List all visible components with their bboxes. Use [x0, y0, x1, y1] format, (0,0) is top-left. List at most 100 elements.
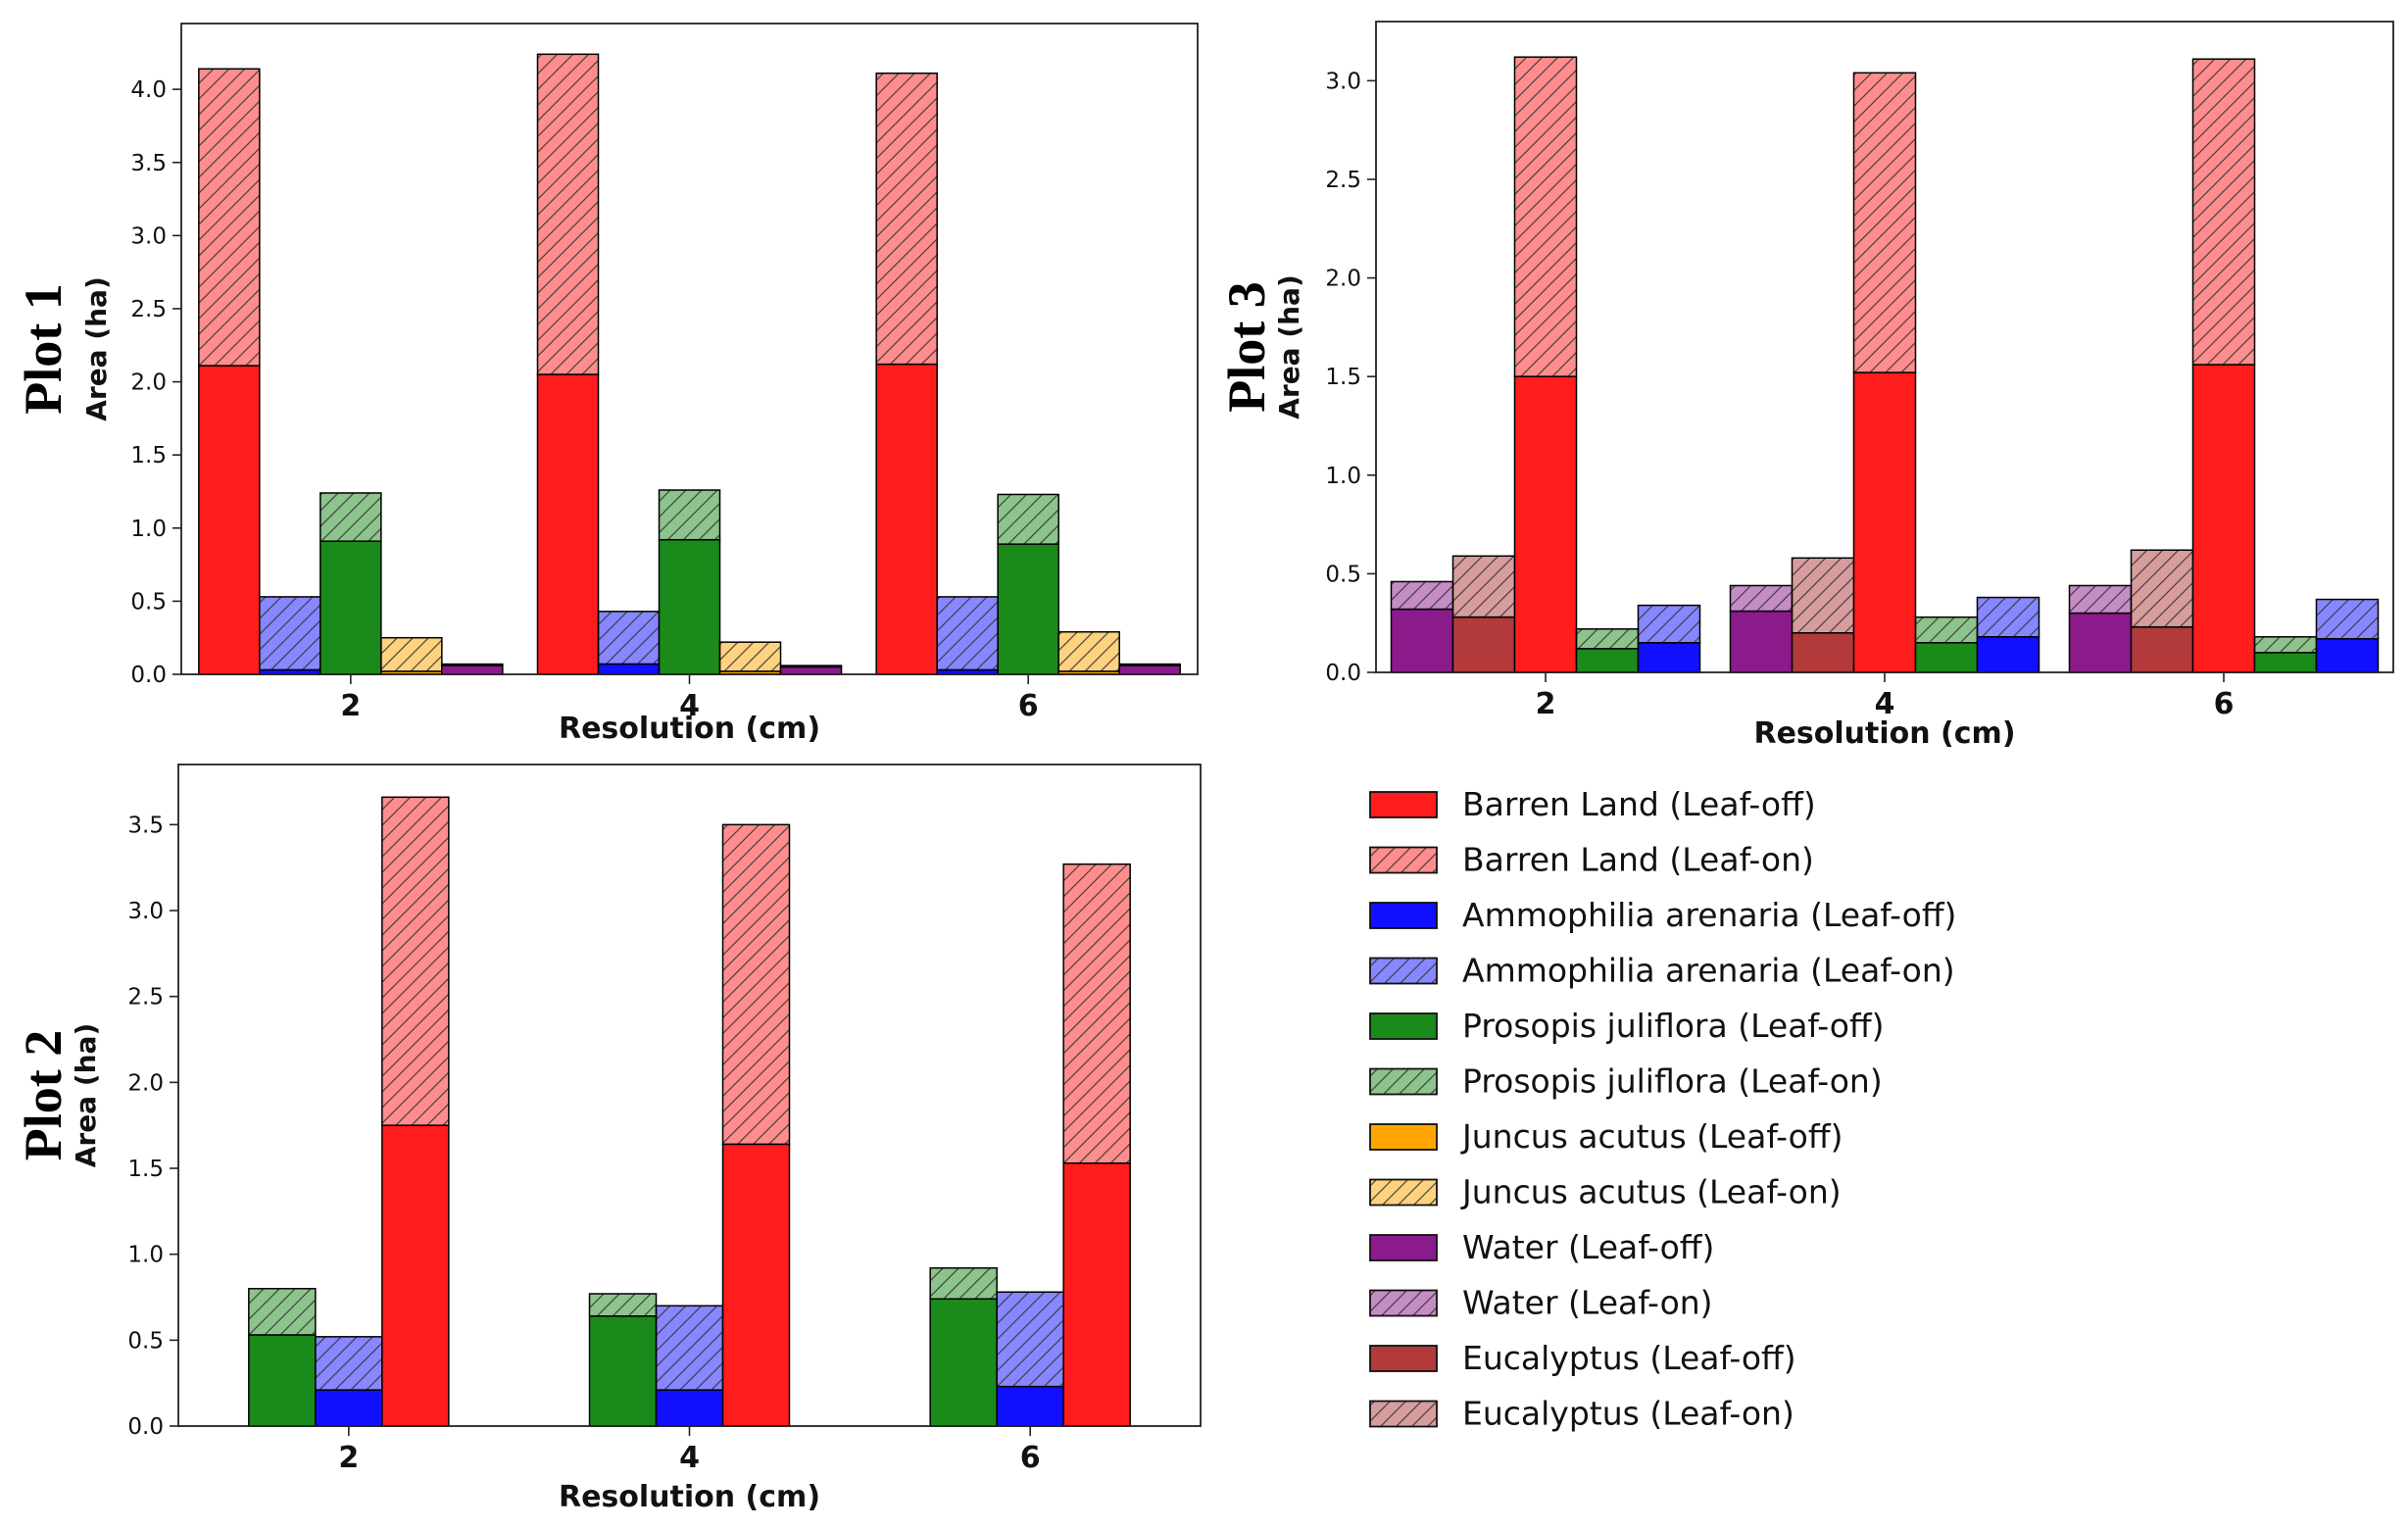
legend-label: Barren Land (Leaf-on) — [1462, 841, 1814, 879]
plot-3-bar-ammophilia-arenaria-leaf-off-4 — [1976, 636, 2040, 673]
legend-item-eucalyptus-leaf-off: Eucalyptus (Leaf-off) — [1369, 1339, 1796, 1377]
legend-swatch — [1369, 957, 1438, 985]
plot-2-bar-barren-land-leaf-off-2 — [381, 1124, 450, 1427]
legend-label: Prosopis juliflora (Leaf-on) — [1462, 1062, 1883, 1101]
legend-item-juncus-acutus-leaf-on: Juncus acutus (Leaf-on) — [1369, 1173, 1842, 1211]
plot-3-bar-water-leaf-on-6 — [2068, 584, 2133, 615]
plot-3-bar-ammophilia-arenaria-leaf-on-4 — [1976, 596, 2040, 638]
plot-1-ylabel: Area (ha) — [80, 276, 113, 421]
plot-2-bars — [248, 796, 1131, 1427]
plot-1-bar-barren-land-leaf-on-6 — [875, 72, 938, 366]
plot-3-ylabel: Area (ha) — [1273, 274, 1305, 419]
plot-3-bar-prosopis-juliflora-leaf-off-4 — [1914, 642, 1979, 673]
plot-3-bar-water-leaf-on-4 — [1729, 584, 1794, 613]
plot-1-xtick-label: 4 — [679, 689, 700, 723]
legend-item-water-leaf-on: Water (Leaf-on) — [1369, 1284, 1713, 1322]
plot-2-bar-barren-land-leaf-on-6 — [1062, 863, 1131, 1164]
plot-1-bar-ammophilia-arenaria-leaf-on-4 — [597, 611, 661, 666]
legend-label: Eucalyptus (Leaf-on) — [1462, 1395, 1794, 1433]
plot-3-bar-ammophilia-arenaria-leaf-on-6 — [2315, 598, 2380, 640]
legend-swatch — [1369, 1012, 1438, 1040]
plot-2-bar-prosopis-juliflora-leaf-on-4 — [588, 1293, 658, 1317]
legend-swatch — [1369, 1067, 1438, 1096]
plot-1-bar-water-leaf-off-6 — [1118, 665, 1181, 675]
plot-1-bar-prosopis-juliflora-leaf-on-4 — [658, 489, 721, 541]
legend-label: Water (Leaf-on) — [1462, 1284, 1713, 1322]
plot-3-bar-prosopis-juliflora-leaf-off-6 — [2253, 652, 2318, 673]
plot-3-bar-ammophilia-arenaria-leaf-on-2 — [1637, 604, 1701, 644]
plot-3-ytick-label: 1.5 — [1325, 365, 1361, 390]
plot-2-ytick-label: 0.5 — [127, 1328, 164, 1354]
plot-3-ytick-label: 0.0 — [1325, 661, 1361, 686]
plot-3-bar-barren-land-leaf-on-6 — [2191, 58, 2256, 366]
plot-2-bar-prosopis-juliflora-leaf-off-6 — [929, 1298, 998, 1427]
plot-3-bar-water-leaf-off-6 — [2068, 612, 2133, 673]
plot-3-xtick-label: 4 — [1875, 687, 1895, 721]
plot-2-bar-ammophilia-arenaria-leaf-on-4 — [655, 1305, 724, 1391]
plot-2-ytick-label: 2.0 — [127, 1070, 164, 1096]
legend-swatch — [1369, 1345, 1438, 1372]
plot-2-bar-barren-land-leaf-on-2 — [381, 796, 450, 1126]
plot-3-xtick-label: 2 — [1536, 687, 1556, 721]
plot-2-bar-ammophilia-arenaria-leaf-off-6 — [996, 1385, 1064, 1427]
legend-swatch — [1369, 1289, 1438, 1317]
plot-2-xtick-label: 4 — [679, 1441, 700, 1475]
plot-3-bar-eucalyptus-leaf-on-2 — [1451, 555, 1516, 618]
plot-2-bar-ammophilia-arenaria-leaf-on-2 — [315, 1336, 383, 1391]
legend-item-ammophilia-arenaria-leaf-off: Ammophilia arenaria (Leaf-off) — [1369, 896, 1956, 934]
legend-swatch — [1369, 1178, 1438, 1207]
plot-2-plot-label: Plot 2 — [14, 1030, 73, 1160]
plot-2-panel: 0.0 0.5 1.0 1.5 2.0 2.5 3.0 3.5 2 4 6 Resolution (c… — [14, 764, 1202, 1514]
legend-label: Juncus acutus (Leaf-off) — [1460, 1117, 1843, 1156]
plot-1-bar-juncus-acutus-leaf-on-2 — [380, 636, 443, 672]
plot-1-bar-prosopis-juliflora-leaf-off-4 — [658, 538, 721, 675]
plot-2-bar-ammophilia-arenaria-leaf-on-6 — [996, 1291, 1064, 1388]
plot-3-bar-ammophilia-arenaria-leaf-off-6 — [2315, 638, 2380, 673]
plot-2-ytick-label: 1.0 — [127, 1243, 164, 1268]
plot-1-bar-barren-land-leaf-off-4 — [536, 373, 600, 675]
legend-item-juncus-acutus-leaf-off: Juncus acutus (Leaf-off) — [1369, 1117, 1843, 1156]
plot-1-ytick-label: 0.0 — [130, 663, 167, 688]
legend-label: Water (Leaf-off) — [1462, 1228, 1714, 1266]
legend-item-prosopis-juliflora-leaf-off: Prosopis juliflora (Leaf-off) — [1369, 1007, 1885, 1045]
plot-2-bar-prosopis-juliflora-leaf-on-6 — [929, 1266, 998, 1301]
plot-1-plot-label: Plot 1 — [14, 283, 73, 414]
plot-1-bar-ammophilia-arenaria-leaf-on-6 — [936, 596, 999, 671]
plot-1-ytick-label: 1.0 — [130, 517, 167, 542]
plot-3-bar-eucalyptus-leaf-off-2 — [1451, 616, 1516, 673]
plot-3-ytick-label: 3.0 — [1325, 69, 1361, 94]
plot-2-xtick-label: 2 — [338, 1441, 359, 1475]
plot-1-ytick-label: 3.5 — [130, 151, 167, 176]
plot-1-bar-barren-land-leaf-on-2 — [198, 68, 261, 367]
plot-3-xlabel: Resolution (cm) — [1753, 716, 2015, 751]
legend-item-water-leaf-off: Water (Leaf-off) — [1369, 1228, 1714, 1266]
plot-1-ytick-label: 3.0 — [130, 223, 167, 249]
legend-swatch — [1369, 1123, 1438, 1151]
legend-swatch — [1369, 1400, 1438, 1428]
plot-1-bar-ammophilia-arenaria-leaf-on-2 — [259, 596, 321, 671]
plot-2-bar-prosopis-juliflora-leaf-off-2 — [248, 1334, 317, 1427]
plot-2-bar-barren-land-leaf-off-6 — [1062, 1162, 1131, 1427]
plot-3-bar-prosopis-juliflora-leaf-off-2 — [1575, 648, 1640, 673]
plot-2-bar-ammophilia-arenaria-leaf-off-2 — [315, 1389, 383, 1427]
plot-2-xlabel: Resolution (cm) — [559, 1480, 820, 1514]
plot-1-bar-water-leaf-off-4 — [779, 666, 843, 675]
legend-swatch — [1369, 791, 1438, 818]
plot-2-bar-barren-land-leaf-on-4 — [721, 823, 791, 1146]
plot-3-bar-prosopis-juliflora-leaf-on-6 — [2253, 636, 2318, 654]
plot-1-bar-barren-land-leaf-off-2 — [198, 365, 261, 675]
legend-label: Juncus acutus (Leaf-on) — [1460, 1173, 1842, 1211]
plot-3-ytick-label: 2.0 — [1325, 267, 1361, 292]
plot-3-bar-prosopis-juliflora-leaf-on-4 — [1914, 616, 1979, 644]
plot-3-ytick-label: 1.0 — [1325, 464, 1361, 489]
plot-1-bar-prosopis-juliflora-leaf-on-2 — [319, 492, 382, 542]
plot-3-bar-prosopis-juliflora-leaf-on-2 — [1575, 627, 1640, 650]
plot-1-ytick-label: 2.5 — [130, 297, 167, 322]
plot-1-bar-ammophilia-arenaria-leaf-off-4 — [597, 663, 661, 675]
plot-1-bar-barren-land-leaf-on-4 — [536, 53, 600, 375]
plot-1-bar-prosopis-juliflora-leaf-on-6 — [997, 493, 1059, 545]
legend-label: Barren Land (Leaf-off) — [1462, 785, 1816, 823]
plot-1-bar-barren-land-leaf-off-6 — [875, 363, 938, 675]
plot-1-ytick-label: 2.0 — [130, 370, 167, 396]
